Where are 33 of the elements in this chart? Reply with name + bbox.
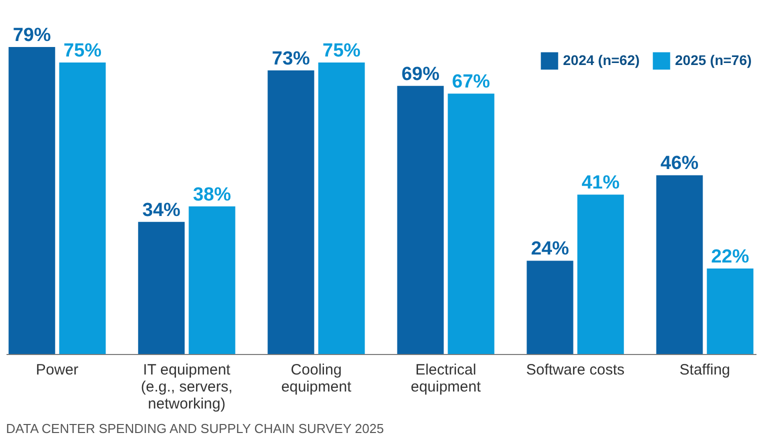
bar — [188, 206, 236, 354]
data-label: 67% — [452, 72, 490, 93]
data-label: 38% — [192, 184, 232, 206]
bar — [577, 194, 624, 354]
data-label: 75% — [322, 40, 361, 62]
bar — [59, 62, 106, 354]
data-label: 79% — [12, 25, 51, 46]
x-tick-label: Power — [36, 362, 78, 378]
data-label: 75% — [63, 40, 102, 62]
data-label: 22% — [711, 246, 750, 268]
data-label: 46% — [660, 153, 699, 174]
bar — [656, 175, 703, 354]
bar — [268, 70, 314, 354]
x-tick-label: Cooling equipment — [281, 362, 352, 396]
x-tick-label: Electrical equipment — [410, 362, 482, 396]
bar — [8, 47, 56, 354]
bar — [397, 86, 444, 354]
data-label: 69% — [401, 64, 440, 85]
bar — [706, 268, 754, 354]
data-label: 24% — [530, 238, 570, 260]
data-label: 41% — [582, 172, 620, 194]
bar — [448, 94, 494, 354]
text: DATA CENTER SPENDING AND SUPPLY CHAIN SURVEY 2025 — [6, 421, 384, 436]
data-label: 34% — [142, 200, 181, 221]
x-tick-label: IT equipment (e.g., servers, networking) — [140, 362, 233, 412]
data-label: 73% — [272, 48, 310, 70]
bar — [138, 222, 185, 354]
x-tick-label: Software costs — [526, 362, 624, 378]
bar — [526, 260, 574, 354]
legend-label: 2025 (n=76) — [675, 52, 752, 68]
legend-label: 2024 (n=62) — [563, 52, 640, 68]
x-tick-label: Staffing — [680, 362, 730, 378]
bar — [318, 62, 365, 354]
